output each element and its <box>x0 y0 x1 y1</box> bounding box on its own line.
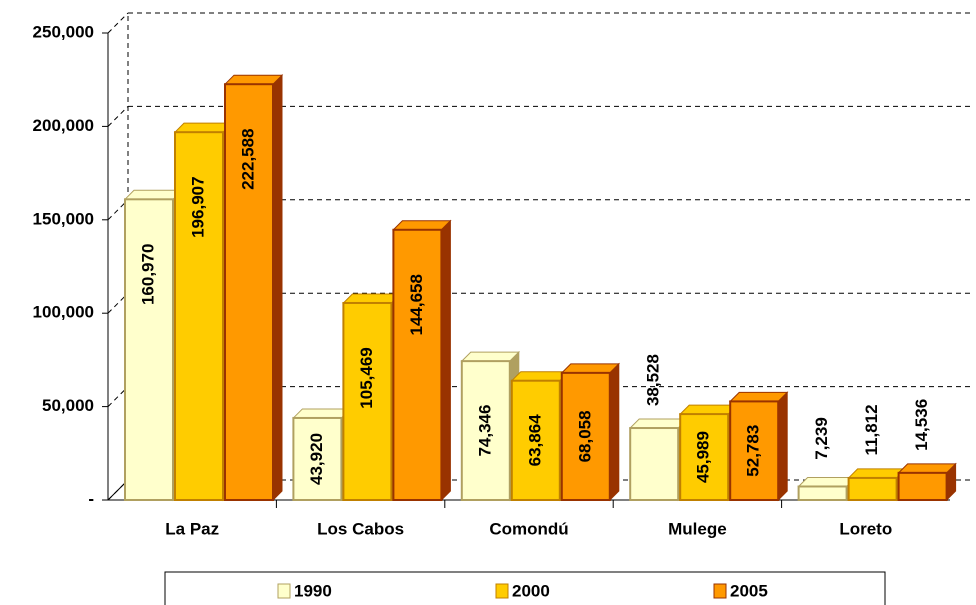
x-tick-label: Mulege <box>668 519 727 538</box>
value-label: 222,588 <box>238 128 257 189</box>
bar-top <box>560 363 621 374</box>
bar <box>847 476 898 501</box>
bar-top <box>678 404 739 415</box>
legend-swatch <box>495 583 509 599</box>
legend-swatch <box>713 583 727 599</box>
bar-top <box>847 468 907 479</box>
bar <box>897 471 948 501</box>
grid-line <box>107 199 129 221</box>
grid-line <box>107 479 129 501</box>
x-tick-label: Loreto <box>839 519 892 538</box>
grid-line <box>107 12 129 34</box>
bar-top <box>728 391 789 402</box>
legend-label: 2000 <box>512 581 550 600</box>
y-tick-label: 200,000 <box>33 116 94 135</box>
value-label: 63,864 <box>525 414 544 467</box>
value-label: 52,783 <box>744 425 763 477</box>
bar-side <box>440 219 451 502</box>
value-label: 144,658 <box>407 274 426 335</box>
value-label: 196,907 <box>188 176 207 237</box>
x-tick-label: Comondú <box>489 519 568 538</box>
bar-side <box>609 362 620 502</box>
x-tick-label: La Paz <box>165 519 219 538</box>
bar <box>679 413 730 502</box>
value-label: 74,346 <box>475 405 494 457</box>
bar <box>342 301 393 502</box>
bar-top <box>628 418 689 429</box>
bar-side <box>272 73 283 502</box>
bar-side <box>777 391 788 502</box>
bar-top <box>510 371 571 382</box>
value-label: 14,536 <box>912 399 931 451</box>
value-label: 7,239 <box>812 417 831 460</box>
bar <box>510 379 561 502</box>
grid-line <box>107 106 129 127</box>
value-label: 45,989 <box>694 431 713 483</box>
bar <box>560 371 611 501</box>
y-tick-label: 150,000 <box>33 209 94 228</box>
value-label: 160,970 <box>138 244 157 305</box>
bar-top <box>460 351 521 362</box>
bar-top <box>173 122 234 133</box>
bar <box>174 131 224 501</box>
y-tick-label: 50,000 <box>42 396 94 415</box>
bar <box>292 416 343 501</box>
bar-top <box>123 189 184 200</box>
bar-top <box>292 408 352 419</box>
value-label: 43,920 <box>307 433 326 485</box>
bar <box>392 228 443 501</box>
legend-swatch <box>277 583 291 599</box>
y-tick-label: 250,000 <box>33 22 94 41</box>
value-label: 68,058 <box>575 410 594 462</box>
value-label: 38,528 <box>644 354 663 406</box>
grid-line <box>107 386 129 407</box>
bar-top <box>342 293 402 304</box>
legend-label: 2005 <box>730 581 768 600</box>
bar-top <box>392 220 452 231</box>
value-label: 105,469 <box>357 347 376 408</box>
bar-top <box>223 74 284 85</box>
value-label: 11,812 <box>862 404 881 455</box>
x-tick-label: Los Cabos <box>317 519 404 538</box>
bar <box>124 198 174 501</box>
bar <box>797 485 848 501</box>
bar <box>224 83 274 501</box>
legend-label: 1990 <box>294 581 332 600</box>
bar-top <box>797 476 857 487</box>
y-tick-label: 100,000 <box>33 303 94 322</box>
y-tick-label: - <box>88 489 94 508</box>
bar <box>629 427 680 501</box>
bar <box>729 400 780 502</box>
bar <box>460 360 511 501</box>
bar-top <box>897 463 957 474</box>
grid-line <box>107 292 129 314</box>
